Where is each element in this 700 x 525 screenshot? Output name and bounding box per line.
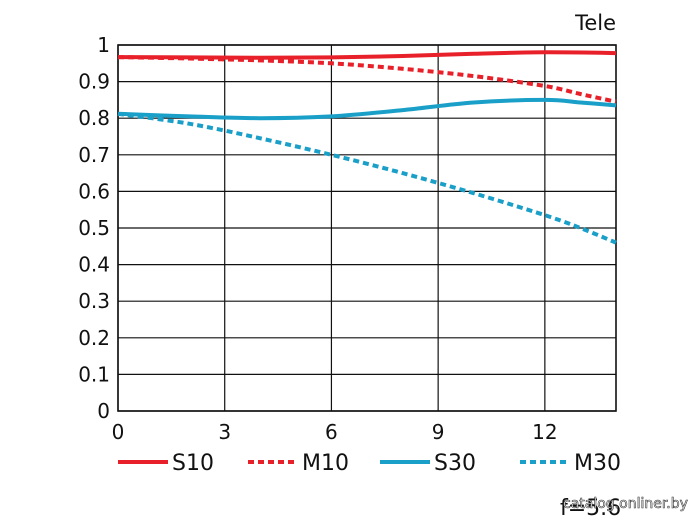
- legend-label-s30: S30: [434, 451, 476, 476]
- y-tick-label: 0.2: [78, 326, 110, 350]
- x-tick-label: 12: [532, 420, 557, 444]
- y-tick-label: 0.1: [78, 362, 110, 386]
- x-tick-label: 6: [325, 420, 338, 444]
- series-line-s30: [117, 97, 617, 121]
- y-tick-label: 0.6: [78, 179, 110, 203]
- y-tick-label: 1: [97, 33, 110, 57]
- x-tick-label: 0: [112, 420, 125, 444]
- y-tick-label: 0.3: [78, 289, 110, 313]
- legend: S10 M10 S30 M30: [118, 451, 621, 476]
- fnumber-label: f=5.6: [560, 496, 621, 521]
- y-tick-label: 0.7: [78, 143, 110, 167]
- plot-frame: [117, 44, 617, 412]
- y-tick-label: 0.8: [78, 106, 110, 130]
- y-tick-label: 0.9: [78, 70, 110, 94]
- series-line-s10: [117, 50, 617, 60]
- y-tick-labels: 0 0.1 0.2 0.3 0.4 0.5 0.6 0.7 0.8 0.9 1: [78, 33, 110, 423]
- watermark-text: catalog.onliner.by: [563, 496, 688, 512]
- series-line-m10: [117, 55, 617, 104]
- series-layer: [117, 50, 617, 245]
- y-tick-label: 0: [97, 399, 110, 423]
- x-tick-label: 9: [432, 420, 445, 444]
- series-line-m30: [117, 111, 617, 245]
- y-tick-label: 0.4: [78, 253, 110, 277]
- corner-label: Tele: [574, 11, 616, 35]
- x-tick-labels: 0 3 6 9 12: [112, 420, 558, 444]
- x-tick-label: 3: [218, 420, 231, 444]
- y-tick-label: 0.5: [78, 216, 110, 240]
- legend-label-s10: S10: [172, 451, 214, 476]
- legend-label-m10: M10: [302, 451, 349, 476]
- legend-label-m30: M30: [574, 451, 621, 476]
